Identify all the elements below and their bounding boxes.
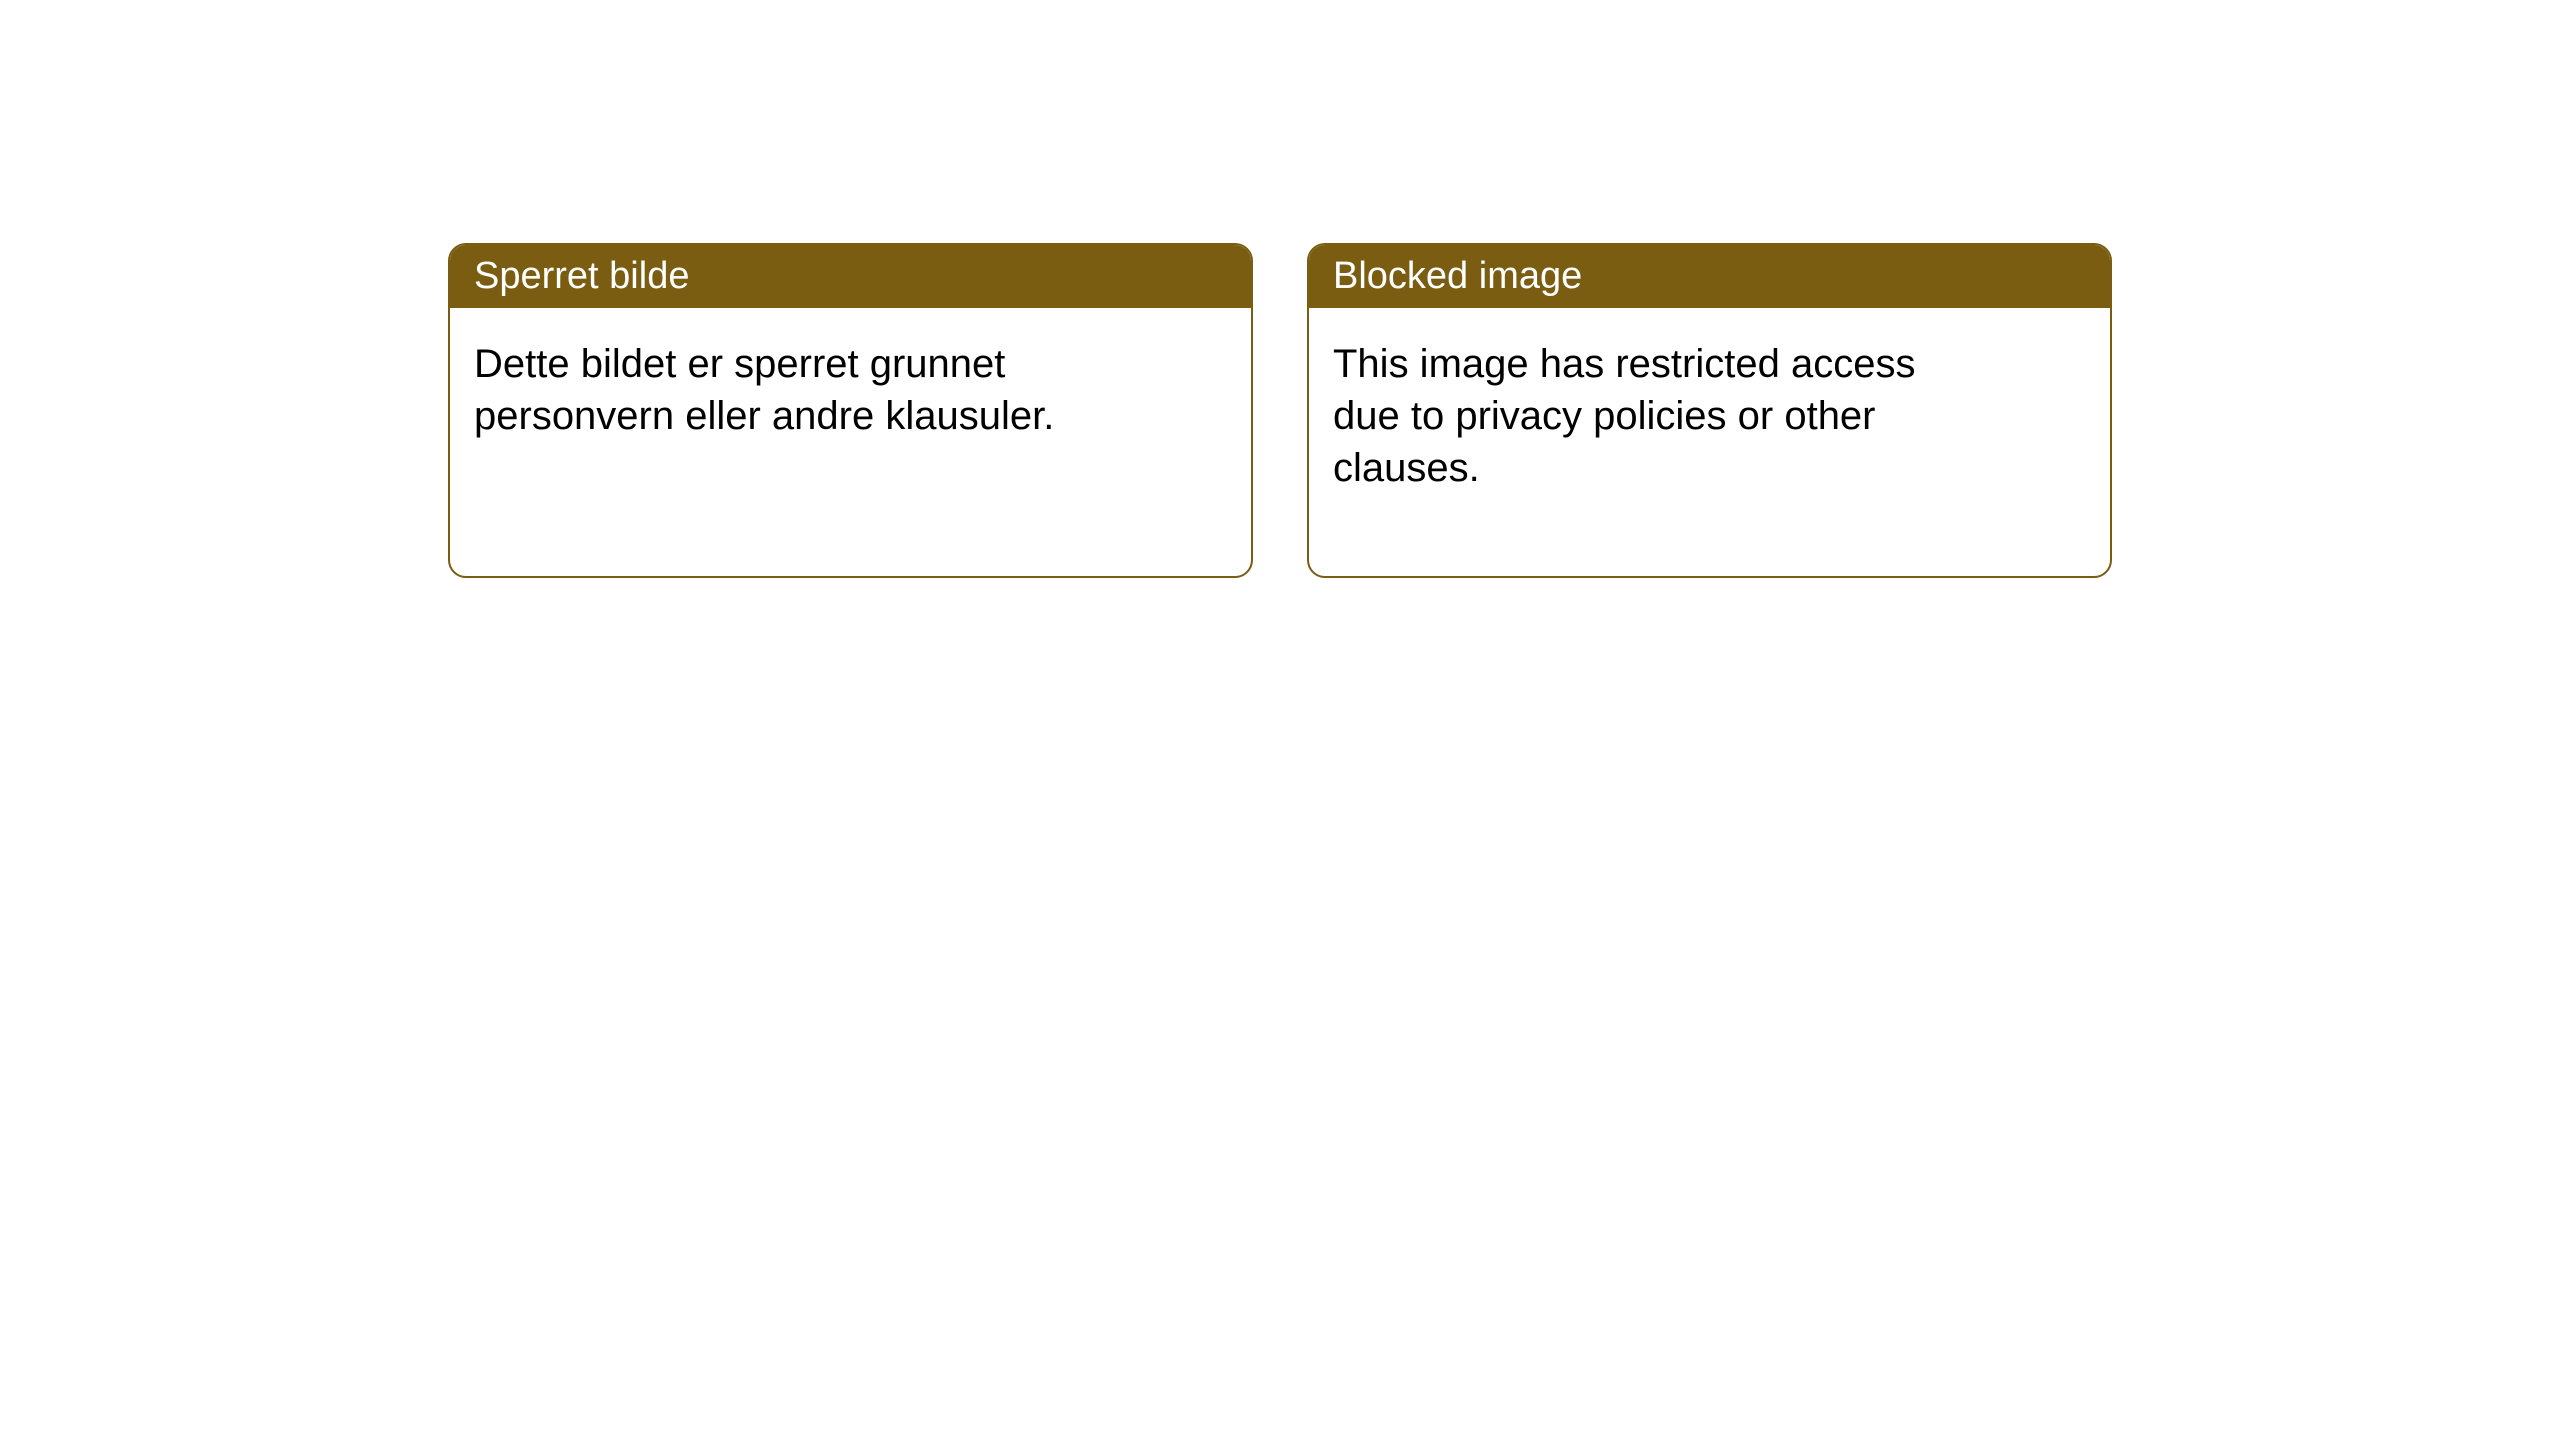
notice-box-english: Blocked image This image has restricted … <box>1307 243 2112 578</box>
notice-container: Sperret bilde Dette bildet er sperret gr… <box>0 0 2560 578</box>
notice-body-english: This image has restricted access due to … <box>1309 308 2009 524</box>
notice-header-norwegian: Sperret bilde <box>450 245 1251 308</box>
notice-header-english: Blocked image <box>1309 245 2110 308</box>
notice-body-norwegian: Dette bildet er sperret grunnet personve… <box>450 308 1150 472</box>
notice-box-norwegian: Sperret bilde Dette bildet er sperret gr… <box>448 243 1253 578</box>
